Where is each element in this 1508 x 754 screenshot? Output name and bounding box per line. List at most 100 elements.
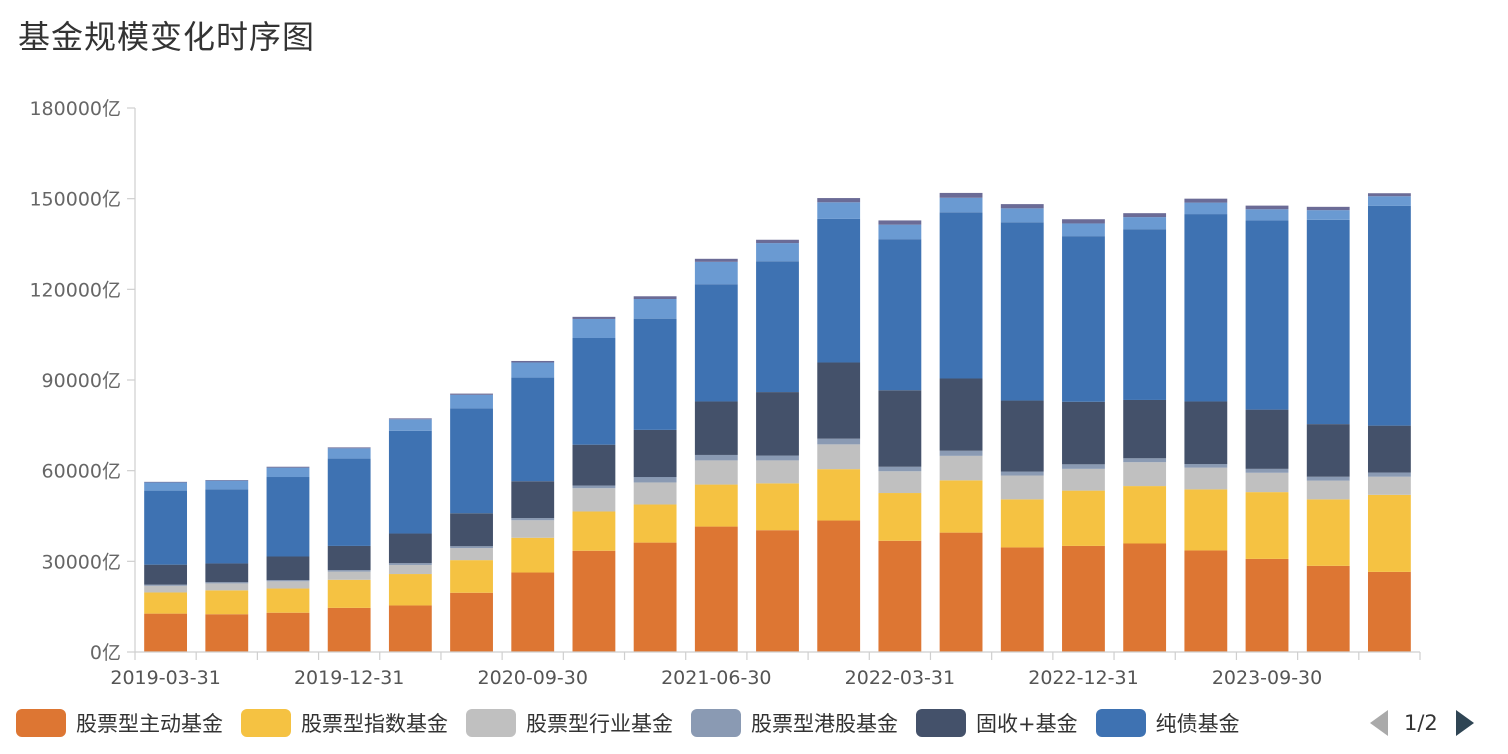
bar-segment [144,490,188,565]
bar-segment [878,239,922,391]
x-tick-label: 2019-03-31 [110,667,220,689]
bar-segment [450,546,493,549]
y-tick-label: 180000亿 [29,98,121,120]
bar-segment [694,526,738,652]
bar-segment [1062,219,1105,224]
bar-segment [1367,472,1411,477]
bar-segment [756,239,799,244]
legend-item[interactable]: 股票型行业基金 [466,708,673,738]
bar-segment [817,438,861,445]
legend-page-indicator: 1/2 [1404,711,1438,735]
bar-segment [450,548,493,561]
bar-segment [1367,193,1411,197]
bar-segment [144,481,188,483]
bar-segment [939,197,983,213]
bar-segment [1062,464,1105,469]
bar-segment [939,455,983,481]
chart-title: 基金规模变化时序图 [18,18,316,56]
bar-segment [878,466,922,472]
legend-swatch [241,709,291,737]
bar-segment [878,224,922,240]
bar-segment [1184,464,1228,468]
bar-segment [694,258,738,262]
bar-segment [1306,499,1350,566]
bar-segment [1306,219,1350,425]
bar-segment [144,585,188,593]
bar-segment [1245,220,1289,410]
bar-segment [1062,223,1105,237]
bar-segment [694,460,738,485]
x-tick-label: 2021-06-30 [661,667,771,689]
bar-segment [1184,489,1228,551]
bar-segment [1184,401,1228,465]
x-tick-label: 2023-09-30 [1212,667,1322,689]
legend-swatch [1095,709,1146,737]
bar-segment [572,318,616,338]
legend-item[interactable]: 股票型指数基金 [241,708,448,738]
bar-segment [144,584,188,586]
bar-segment [694,454,738,461]
legend-item[interactable]: 股票型港股基金 [691,708,898,738]
bar-segment [450,393,493,395]
bar-segment [327,579,371,608]
bar-segment [756,392,799,456]
y-tick-label: 60000亿 [42,461,121,483]
bar-segment [1245,409,1289,469]
bar-segment [1367,476,1411,495]
bar-segment [388,574,432,606]
bar-segment [388,605,432,652]
bar-segment [1245,492,1289,559]
bar-segment [572,337,616,445]
bar-segment [266,477,310,557]
bar-segment [1367,205,1411,426]
legend-swatch [691,709,741,737]
bar-segment [511,481,555,519]
bar-segment [1306,480,1350,500]
bar-segment [1184,198,1228,203]
bar-segment [327,458,371,546]
bar-segment [633,296,677,299]
bar-segment [1184,202,1228,215]
bar-segment [511,377,555,482]
bar-segment [511,537,555,573]
legend-item[interactable]: 固收+基金 [916,708,1078,738]
legend-swatch [916,709,966,737]
bar-segment [878,220,922,225]
bar-segment [205,480,249,490]
bar-segment [1245,209,1289,221]
legend-item[interactable]: 纯债基金 [1095,708,1240,738]
bar-segment [756,243,799,262]
bar-segment [939,378,983,451]
bar-segment [205,583,249,591]
y-tick-label: 150000亿 [29,189,121,211]
bar-segment [1000,222,1044,401]
legend-label: 股票型港股基金 [751,712,898,736]
bar-segment [327,545,371,571]
bar-segment [1367,425,1411,473]
bar-segment [266,581,310,589]
bar-segment [878,493,922,541]
bar-segment [511,518,555,521]
legend-swatch [466,709,516,737]
bar-segment [1000,208,1044,223]
bar-segment [450,408,493,514]
bar-segment [450,513,493,547]
prev-page-icon[interactable] [1370,710,1388,736]
bar-chart: 0亿 30000亿 60000亿 90000亿 120000亿 150000亿 180000… [29,98,1421,689]
legend-item[interactable]: 股票型主动基金 [16,708,223,738]
next-page-icon[interactable] [1455,710,1474,736]
y-tick-label: 30000亿 [42,551,121,573]
bar-segment [1062,401,1105,465]
bar-segment [1000,471,1044,476]
bar-segment [511,362,555,378]
bar-segment [144,592,188,614]
bar-segment [1245,205,1289,210]
bar-segment [1123,462,1167,487]
bar-segment [205,590,249,615]
bar-segment [1062,468,1105,491]
bar-segment [450,394,493,409]
bar-segment [144,613,188,652]
legend-label: 股票型行业基金 [526,712,673,736]
bar-segment [1245,468,1289,473]
bar-segment [327,570,371,572]
